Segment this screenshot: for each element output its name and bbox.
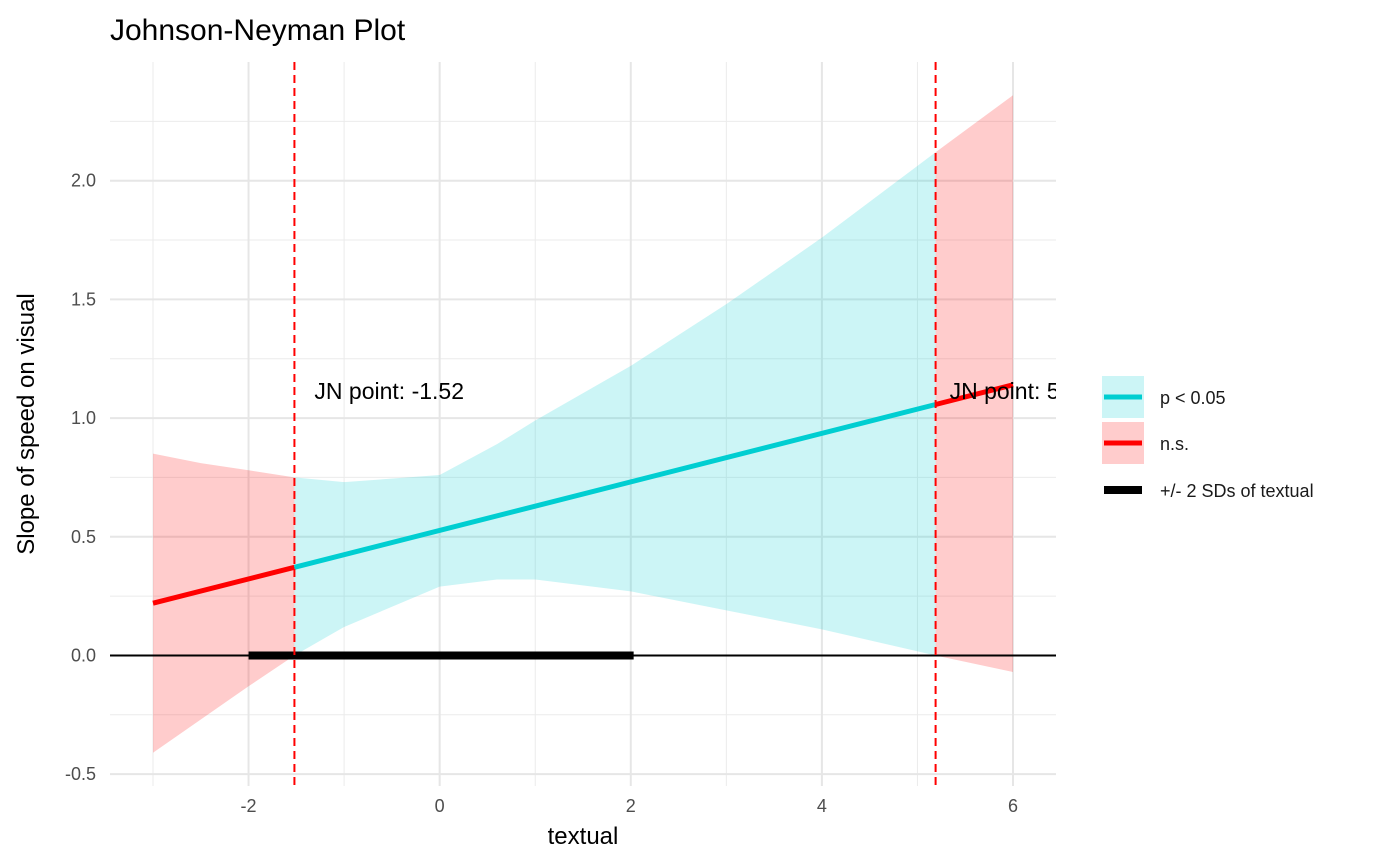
significant-confidence-band [294,152,936,656]
x-tick-label: 4 [817,796,827,816]
legend-label: +/- 2 SDs of textual [1160,481,1314,501]
x-tick-label: 0 [435,796,445,816]
y-axis-title: Slope of speed on visual [13,293,40,555]
legend-label: n.s. [1160,434,1189,454]
ns-confidence-band [935,95,1013,673]
jn-point-label: JN point: -1.52 [314,378,464,404]
x-tick-label: 2 [626,796,636,816]
y-tick-label: 1.5 [71,289,96,309]
jn-point-lines [293,62,937,786]
confidence-bands [153,95,1013,753]
ns-slope-line [152,564,296,606]
minor-gridlines [110,62,1056,786]
jn-point-label: JN point: 5.19 [950,378,1092,404]
y-tick-label: 0.0 [71,645,96,665]
y-tick-label: -0.5 [65,764,96,784]
significant-slope-line [293,402,937,570]
ns-slope-line [934,382,1014,407]
x-axis-title: textual [548,823,619,850]
legend: p < 0.05 n.s. +/- 2 SDs of textual [1102,376,1314,501]
legend-label: p < 0.05 [1160,388,1226,408]
jn-annotations: JN point: -1.52 JN point: 5.19 [314,378,1092,404]
x-axis-tick-labels: -2 0 2 4 6 [241,796,1018,816]
y-axis-tick-labels: -0.5 0.0 0.5 1.0 1.5 2.0 [65,171,96,784]
x-tick-label: 6 [1008,796,1018,816]
x-tick-label: -2 [241,796,257,816]
y-tick-label: 2.0 [71,171,96,191]
chart-title: Johnson-Neyman Plot [110,14,406,47]
ns-confidence-band [153,453,295,753]
y-tick-label: 1.0 [71,408,96,428]
slope-lines [152,382,1014,606]
y-tick-label: 0.5 [71,527,96,547]
